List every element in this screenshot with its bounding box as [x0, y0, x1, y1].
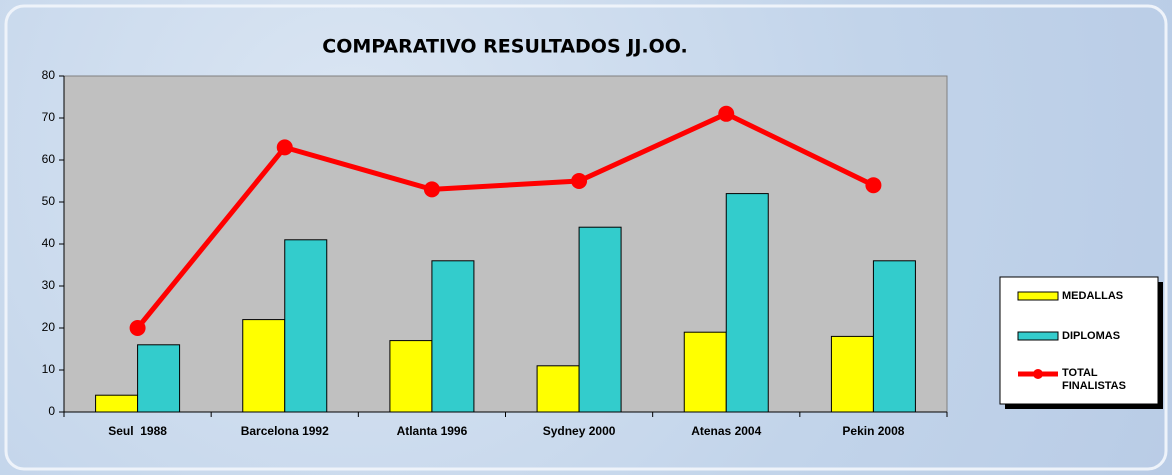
line: [135, 111, 875, 330]
bar: [725, 193, 769, 413]
y-tick-label: 10: [42, 362, 56, 376]
bar: [95, 394, 139, 413]
bar: [830, 335, 874, 413]
bar: [578, 226, 622, 413]
bar: [872, 260, 916, 413]
legend-label-box: MEDALLAS: [1062, 290, 1124, 302]
chart-title: COMPARATIVO RESULTADOS JJ.OO.: [322, 36, 687, 58]
y-tick-label: 80: [42, 68, 56, 82]
y-tick-label: 30: [42, 278, 56, 292]
legend-label: DIPLOMAS: [1062, 330, 1121, 342]
legend-swatch: [1017, 331, 1059, 341]
x-tick-label: Barcelona 1992: [241, 424, 329, 438]
bar: [389, 340, 433, 413]
y-tick-label: 40: [42, 236, 56, 250]
x-tick-label: Sydney 2000: [543, 424, 616, 438]
x-tick-label: Seul 1988: [108, 424, 167, 438]
x-tick-label: Atlanta 1996: [397, 424, 468, 438]
bar: [137, 344, 181, 413]
y-tick-label: 20: [42, 320, 56, 334]
bar: [431, 260, 475, 413]
x-tick-label: Pekin 2008: [842, 424, 904, 438]
legend-label-box: DIPLOMAS: [1062, 330, 1121, 342]
bar: [536, 365, 580, 413]
plot-area: [63, 75, 948, 413]
point: [865, 177, 882, 194]
legend-label: MEDALLAS: [1062, 290, 1124, 302]
bar: [284, 239, 328, 413]
point: [129, 320, 146, 336]
frame: [4, 4, 1168, 471]
bar: [683, 331, 727, 413]
legend-label-box: TOTAL FINALISTAS: [1062, 367, 1126, 392]
legend-marker: [1033, 369, 1043, 379]
point: [718, 105, 735, 122]
y-tick-label: 60: [42, 152, 56, 166]
y-tick-label: 50: [42, 194, 56, 208]
x-tick-label: Atenas 2004: [691, 424, 761, 438]
point: [276, 139, 293, 156]
point: [423, 181, 440, 198]
y-tick-label: 0: [48, 404, 55, 418]
bar: [242, 319, 286, 413]
y-tick-label: 70: [42, 110, 56, 124]
point: [571, 173, 588, 189]
legend-swatch: [1017, 291, 1059, 301]
legend-label: TOTAL FINALISTAS: [1062, 367, 1126, 392]
